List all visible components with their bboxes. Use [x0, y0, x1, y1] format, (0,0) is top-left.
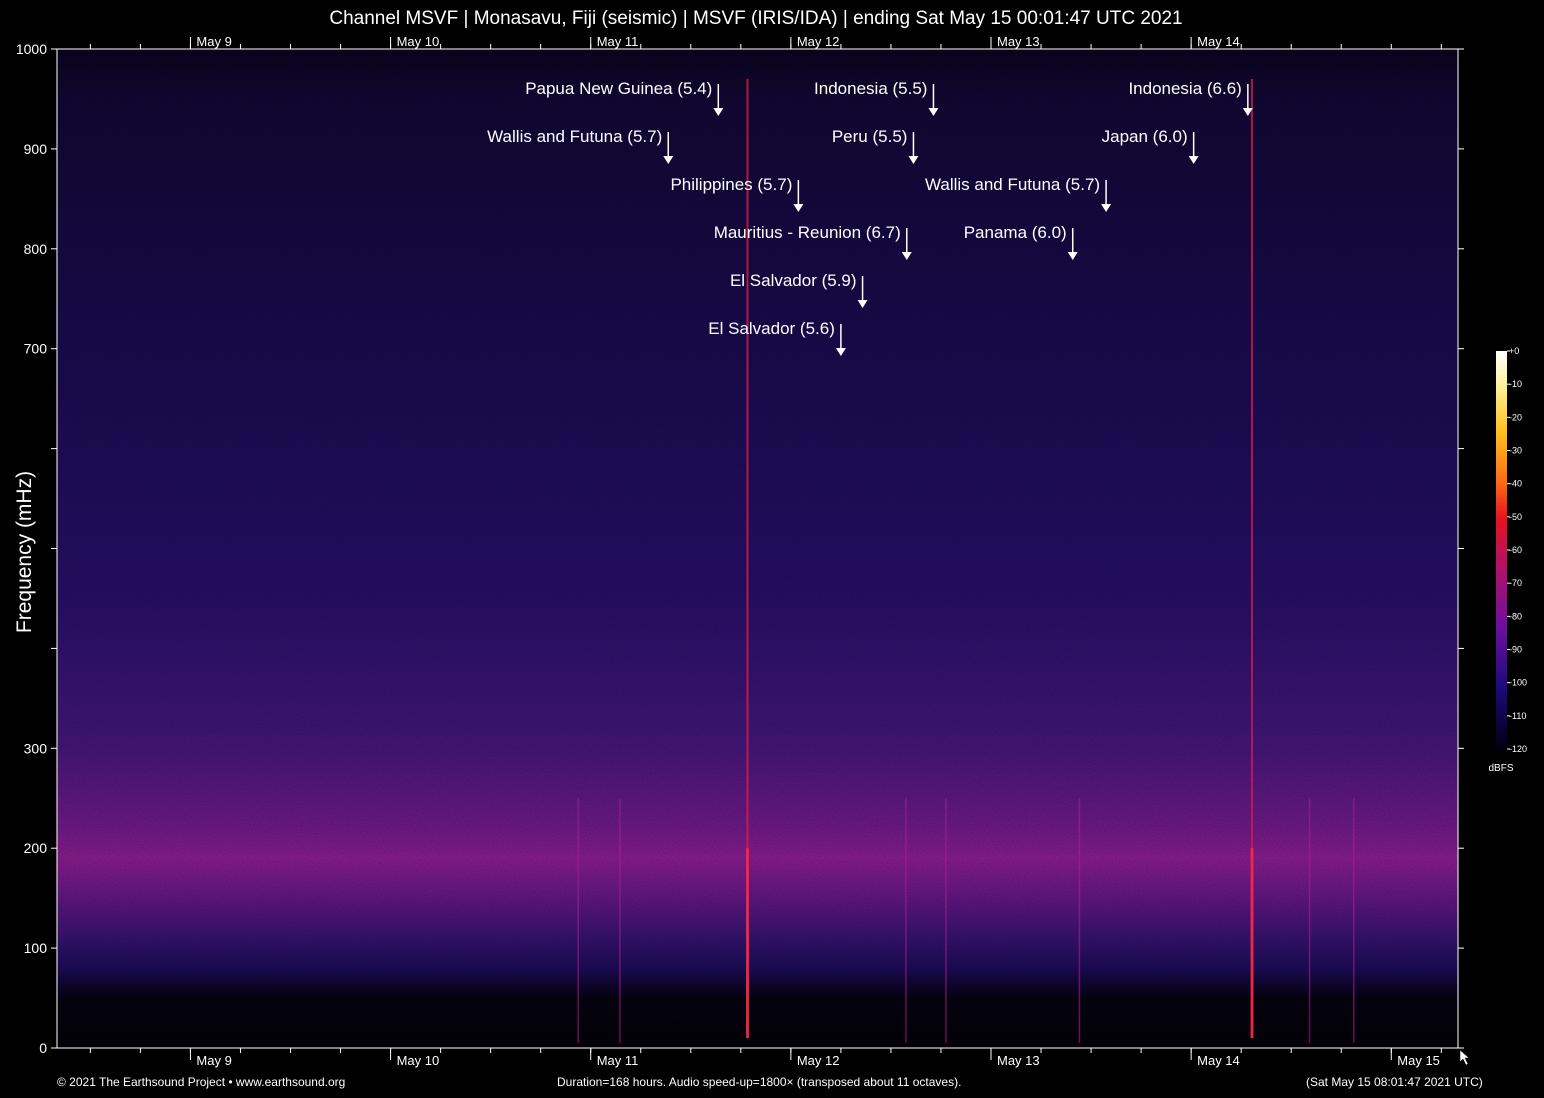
colorbar-tick-label: -30: [1509, 446, 1522, 456]
event-label: Wallis and Futuna (5.7): [487, 127, 662, 146]
colorbar-tick-label: -90: [1509, 645, 1522, 655]
colorbar-tick-label: -100: [1509, 678, 1527, 688]
event-label: Indonesia (5.5): [814, 79, 927, 98]
arrow-down-icon: [857, 300, 868, 308]
x-tick-label-top: May 13: [997, 34, 1040, 49]
event-label: Philippines (5.7): [670, 175, 792, 194]
x-axis: May 9 May 9 May 10 May 10 May 11 May 11 May 12…: [89, 34, 1442, 1068]
x-tick-label-bottom: May 9: [196, 1053, 231, 1068]
event-label: El Salvador (5.9): [730, 271, 857, 290]
event-annotations: Papua New Guinea (5.4) Indonesia (5.5) Ind…: [487, 79, 1253, 356]
arrow-down-icon: [908, 156, 919, 164]
event-label: Papua New Guinea (5.4): [525, 79, 712, 98]
colorbar-tick-label: -60: [1509, 545, 1522, 555]
event-label: Mauritius - Reunion (6.7): [714, 223, 901, 242]
x-tick-label-bottom: May 14: [1197, 1053, 1240, 1068]
colorbar-unit-label: dBFS: [1488, 763, 1513, 774]
colorbar-tick-label: -40: [1509, 479, 1522, 489]
arrow-down-icon: [1067, 252, 1078, 260]
cursor-icon: [1459, 1049, 1470, 1066]
x-tick-label-bottom: May 15: [1397, 1053, 1440, 1068]
arrow-down-icon: [901, 252, 912, 260]
x-tick-label-top: May 9: [196, 34, 231, 49]
y-tick-label: 0: [39, 1040, 47, 1056]
x-tick-label-bottom: May 10: [397, 1053, 440, 1068]
event-label: Panama (6.0): [964, 223, 1067, 242]
arrow-down-icon: [793, 204, 804, 212]
colorbar-tick-label: -70: [1509, 578, 1522, 588]
colorbar-tick-label: -50: [1509, 512, 1522, 522]
event-label: Wallis and Futuna (5.7): [925, 175, 1100, 194]
x-tick-label-bottom: May 13: [997, 1053, 1040, 1068]
y-tick-label: 900: [24, 141, 48, 157]
y-tick-label: 1000: [16, 41, 47, 57]
colorbar: +0 -10 -20 -30 -40 -50 -60 -70 -80 -90 -100 -110 -12…: [1488, 346, 1527, 774]
footer-timestamp: (Sat May 15 08:01:47 2021 UTC): [1306, 1075, 1483, 1089]
event-label: El Salvador (5.6): [708, 319, 835, 338]
colorbar-tick-label: +0: [1509, 346, 1519, 356]
colorbar-tick-label: -20: [1509, 412, 1522, 422]
colorbar-tick-label: -120: [1509, 744, 1527, 754]
event-label: Indonesia (6.6): [1128, 79, 1241, 98]
x-tick-label-top: May 12: [797, 34, 840, 49]
arrow-down-icon: [663, 156, 674, 164]
y-axis: 0 100 200 300 700 800 900 1000: [16, 41, 1464, 1056]
event-label: Peru (5.5): [832, 127, 908, 146]
x-tick-label-bottom: May 12: [797, 1053, 840, 1068]
colorbar-tick-label: -80: [1509, 611, 1522, 621]
x-tick-label-top: May 11: [597, 34, 639, 49]
x-tick-label-top: May 10: [397, 34, 440, 49]
footer-copyright: © 2021 The Earthsound Project • www.eart…: [57, 1075, 346, 1089]
y-tick-label: 700: [24, 341, 48, 357]
colorbar-tick-label: -10: [1509, 379, 1522, 389]
y-tick-label: 200: [24, 840, 48, 856]
arrow-down-icon: [1188, 156, 1199, 164]
colorbar-gradient: [1496, 351, 1507, 749]
y-tick-label: 800: [24, 241, 48, 257]
y-tick-label: 300: [24, 740, 48, 756]
arrow-down-icon: [1101, 204, 1112, 212]
arrow-down-icon: [835, 348, 846, 356]
arrow-down-icon: [928, 108, 939, 116]
footer-duration: Duration=168 hours. Audio speed-up=1800×…: [557, 1075, 962, 1089]
event-label: Japan (6.0): [1102, 127, 1188, 146]
colorbar-tick-label: -110: [1509, 711, 1526, 721]
x-tick-label-bottom: May 11: [597, 1053, 639, 1068]
chart-title: Channel MSVF | Monasavu, Fiji (seismic) …: [329, 8, 1183, 29]
arrow-down-icon: [1242, 108, 1253, 116]
event-streaks: [577, 78, 1355, 1044]
plot-noise-texture: [57, 49, 1458, 1048]
y-tick-label: 100: [24, 940, 48, 956]
x-tick-label-top: May 14: [1197, 34, 1240, 49]
arrow-down-icon: [713, 108, 724, 116]
